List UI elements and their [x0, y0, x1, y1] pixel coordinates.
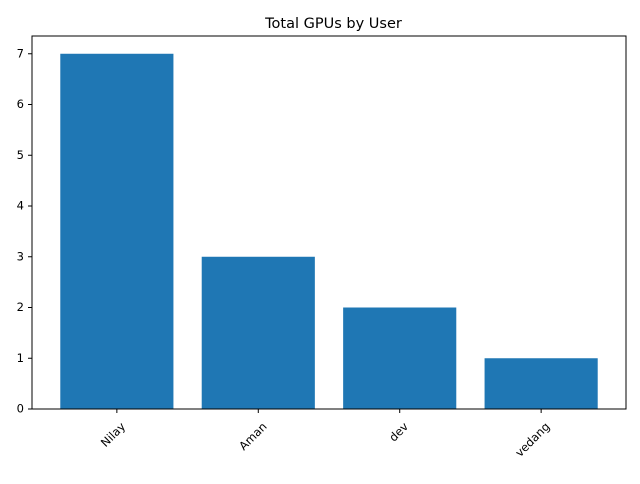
- y-tick-label: 2: [17, 300, 24, 314]
- bar-vedang: [484, 358, 598, 409]
- y-tick-label: 6: [17, 97, 24, 111]
- y-tick-label: 0: [17, 402, 24, 416]
- x-tick-label: Nilay: [98, 419, 128, 449]
- axes-layer: [31, 35, 627, 410]
- y-tick-label: 1: [17, 351, 24, 365]
- x-axis-ticks: Nilay Aman dev vedang: [98, 409, 552, 460]
- y-tick-label: 4: [17, 199, 24, 213]
- x-tick-label: vedang: [512, 419, 552, 459]
- bar-nilay: [60, 53, 174, 409]
- plot-frame: [31, 35, 627, 410]
- y-axis-ticks: 0 1 2 3 4 5 6 7: [17, 46, 32, 416]
- x-tick-label: dev: [386, 419, 411, 444]
- x-tick-label: Aman: [236, 419, 270, 453]
- y-tick-label: 7: [17, 46, 24, 60]
- y-tick-label: 3: [17, 249, 24, 263]
- y-tick-label: 5: [17, 148, 24, 162]
- bar-dev: [343, 307, 457, 409]
- chart-title: Total GPUs by User: [264, 16, 402, 32]
- bars-layer: [60, 53, 598, 409]
- bar-aman: [201, 256, 315, 409]
